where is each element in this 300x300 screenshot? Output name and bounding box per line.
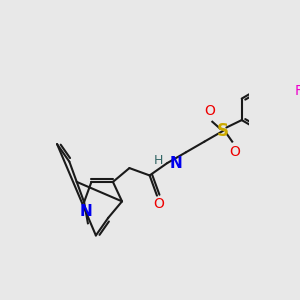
Text: S: S bbox=[217, 122, 229, 140]
Text: N: N bbox=[170, 156, 182, 171]
Text: H: H bbox=[154, 154, 163, 167]
Text: F: F bbox=[295, 84, 300, 98]
Text: N: N bbox=[80, 204, 92, 219]
Text: O: O bbox=[204, 104, 215, 118]
Text: O: O bbox=[229, 145, 240, 159]
Text: O: O bbox=[153, 197, 164, 211]
